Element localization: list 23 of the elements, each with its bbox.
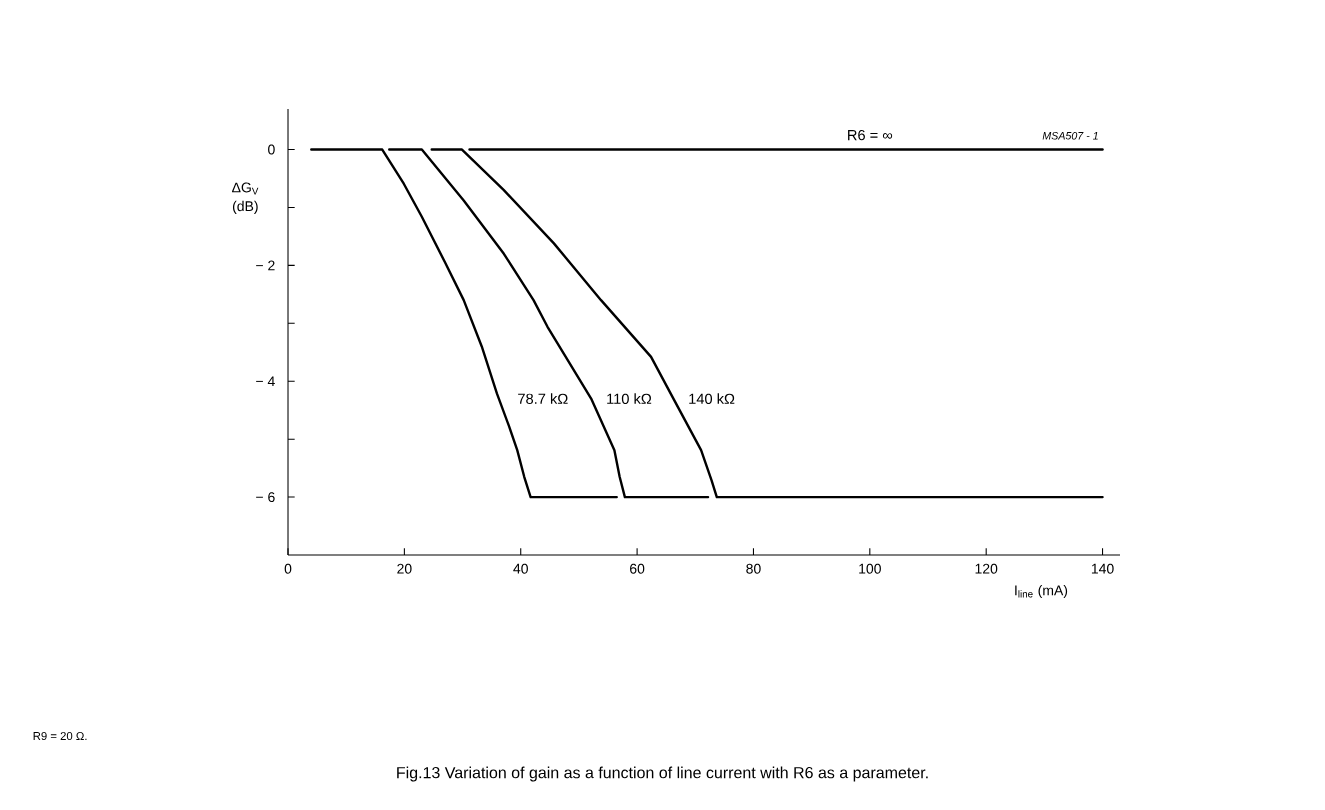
y-tick-label: − 4 [256,376,275,387]
x-tick-label: 140 [1091,563,1114,574]
x-tick-label: 40 [513,563,528,574]
text: R9 = 20 Ω. [33,731,87,740]
x-axis-title: I$_{line}$ (mA) [1015,585,1068,599]
y-tick-label: − 2 [256,260,275,271]
x-tick-label: 80 [746,563,761,574]
annotation: MSA507 - 1 [1042,132,1098,140]
x-tick-label: 20 [397,563,412,574]
x-tick-label: 0 [284,563,292,574]
y-axis-title: ΔG$_{V}$ (dB) [232,182,259,214]
series-label: R6 = ∞ [848,129,893,141]
line-series [388,148,710,499]
text: Fig.13 Variation of gain as a function of line current with R6 as a parameter. [397,766,928,782]
y-tick-label: − 6 [256,492,275,503]
x-tick-label: 100 [859,563,881,574]
series-label: 110 kΩ [607,393,652,404]
y-tick-label: 0 [268,144,275,155]
line-series [430,148,1104,499]
x-tick-label: 120 [975,563,998,574]
x-tick-label: 60 [630,563,645,574]
series-label: 78.7 kΩ [518,393,568,404]
series-label: 140 kΩ [689,393,735,404]
